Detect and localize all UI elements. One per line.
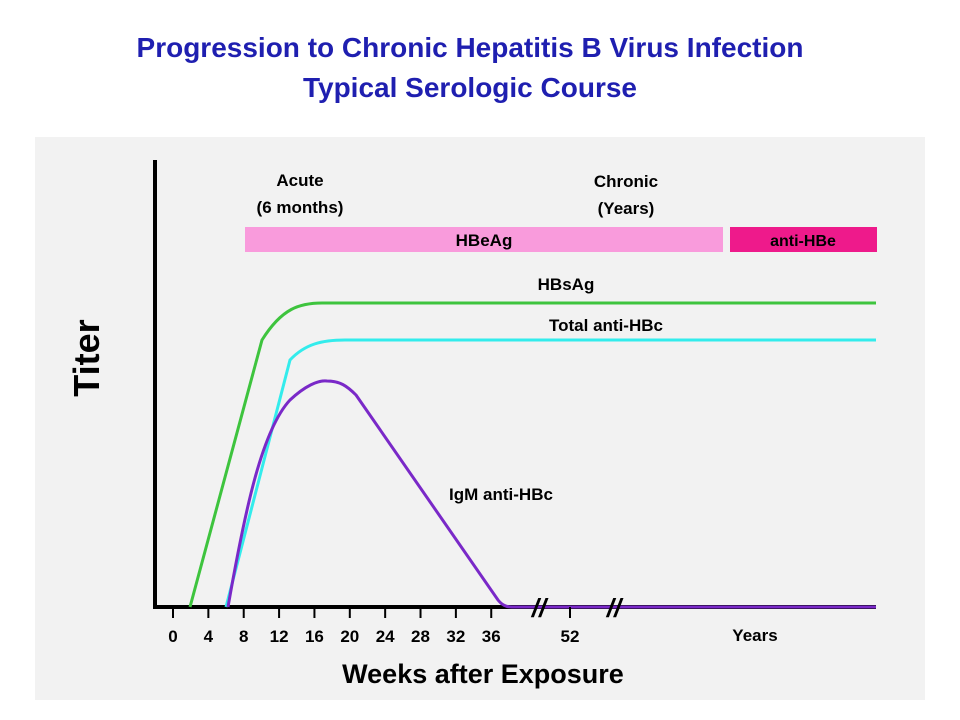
band-anti-hbe: [730, 227, 877, 252]
phase-chronic-line2: (Years): [598, 199, 655, 218]
x-axis-label: Weeks after Exposure: [342, 659, 624, 689]
slide-title: Progression to Chronic Hepatitis B Virus…: [0, 28, 940, 108]
title-line-1: Progression to Chronic Hepatitis B Virus…: [136, 32, 804, 63]
x-axis-ticks: 0 4 8 12 16 20 24 28 32 36 52 Years: [168, 607, 778, 646]
phase-acute-line1: Acute: [276, 171, 323, 190]
series-total-anti-hbc-label: Total anti-HBc: [549, 316, 663, 335]
x-tick-label: 52: [561, 627, 580, 646]
x-tick-label: 36: [482, 627, 501, 646]
axis-break-1: //: [531, 593, 549, 623]
series-total-anti-hbc-line: [224, 338, 876, 608]
x-tick-label: Years: [732, 626, 777, 645]
x-tick-label: 16: [305, 627, 324, 646]
x-tick-label: 8: [239, 627, 248, 646]
series-hbsag-line: [188, 301, 876, 608]
band-anti-hbe-label: anti-HBe: [770, 233, 836, 250]
x-tick-label: 20: [340, 627, 359, 646]
title-line-2: Typical Serologic Course: [302, 72, 638, 103]
series-hbsag-label: HBsAg: [538, 275, 595, 294]
y-axis-label: Titer: [66, 319, 107, 396]
x-tick-label: 24: [376, 627, 395, 646]
phase-acute-line2: (6 months): [257, 198, 344, 217]
phase-chronic-line1: Chronic: [594, 172, 658, 191]
band-hbeag: [245, 227, 723, 252]
x-tick-label: 4: [204, 627, 214, 646]
axis-break-2: //: [606, 593, 624, 623]
band-hbeag-label: HBeAg: [456, 231, 513, 250]
x-tick-label: 28: [411, 627, 430, 646]
x-tick-label: 12: [270, 627, 289, 646]
series-igm-anti-hbc-label: IgM anti-HBc: [449, 485, 553, 504]
x-tick-label: 32: [446, 627, 465, 646]
series-igm-anti-hbc-line: [226, 379, 876, 609]
x-tick-label: 0: [168, 627, 177, 646]
